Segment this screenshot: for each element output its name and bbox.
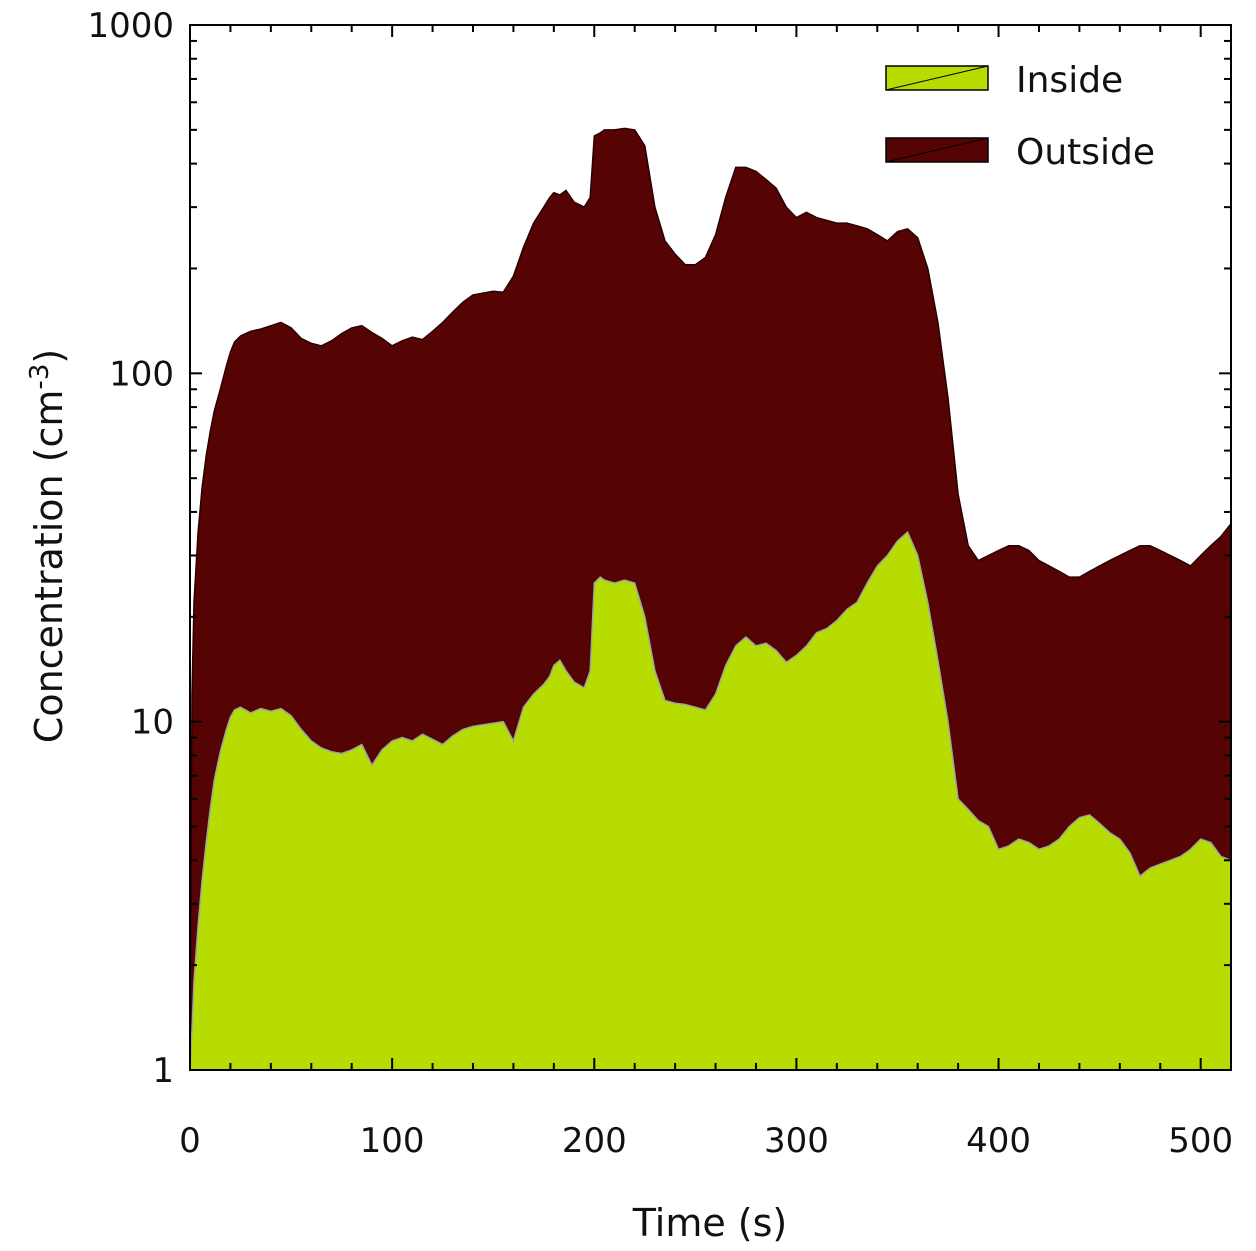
x-axis-title: Time (s)	[632, 1201, 788, 1245]
y-tick-label: 1	[152, 1051, 174, 1091]
legend-label-outside: Outside	[1016, 132, 1155, 173]
x-tick-label: 200	[562, 1121, 627, 1161]
x-tick-label: 500	[1168, 1121, 1233, 1161]
y-tick-label: 10	[131, 703, 174, 743]
y-axis-title-base: Concentration (cm	[27, 390, 71, 744]
y-tick-label: 1000	[87, 6, 174, 46]
y-axis-title-superscript: -3	[25, 364, 55, 390]
y-axis-title: Concentration (cm-3)	[25, 349, 71, 743]
area-inside	[189, 530, 1232, 1071]
x-tick-label: 300	[764, 1121, 829, 1161]
axes: 0 100 200 300 400 500 1 10 100 1000	[87, 6, 1233, 1161]
y-tick-label: 100	[109, 354, 174, 394]
legend-swatch-line-outside	[885, 137, 989, 163]
x-tick-label: 0	[179, 1121, 201, 1161]
legend: Inside Outside	[885, 60, 1155, 173]
y-axis-title-end: )	[27, 349, 71, 364]
x-tick-label: 400	[966, 1121, 1031, 1161]
legend-label-inside: Inside	[1016, 60, 1123, 101]
x-tick-label: 100	[360, 1121, 425, 1161]
plot-area	[189, 127, 1232, 1071]
legend-swatch-line-inside	[885, 65, 989, 91]
plot-frame	[189, 24, 1232, 1071]
